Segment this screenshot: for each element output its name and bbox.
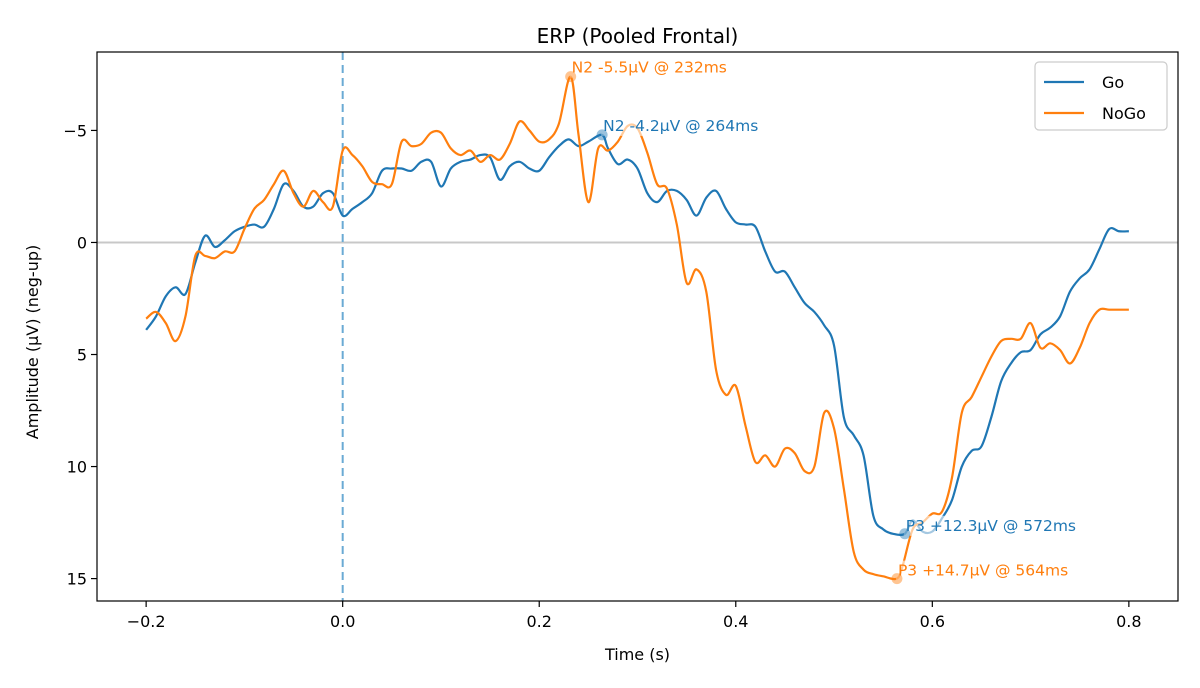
- peak-annotation-background: [895, 560, 1071, 581]
- peak-marker: [899, 528, 911, 540]
- x-tick-label: 0.4: [723, 612, 748, 631]
- y-tick-label: −5: [63, 121, 87, 140]
- y-axis-title: Amplitude (µV) (neg-up): [23, 245, 42, 439]
- peak-annotation-label: N2 -5.5µV @ 232ms: [572, 59, 727, 77]
- y-tick-label: 10: [67, 458, 87, 477]
- peak-marker: [891, 573, 903, 585]
- legend-label-nogo: NoGo: [1102, 104, 1146, 123]
- y-tick-label: 5: [77, 346, 87, 365]
- peak-annotation-label: P3 +12.3µV @ 572ms: [906, 517, 1076, 535]
- chart-title: ERP (Pooled Frontal): [537, 24, 739, 48]
- x-tick-label: −0.2: [127, 612, 166, 631]
- series-line-nogo: [145, 75, 1129, 581]
- peak-annotation-background: [903, 515, 1079, 536]
- y-tick-label: 0: [77, 233, 87, 252]
- peak-annotation-background: [569, 57, 729, 78]
- axes-frame: [96, 51, 1179, 602]
- peak-annotation-background: [601, 115, 761, 136]
- x-tick-label: 0.8: [1116, 612, 1141, 631]
- x-axis-title: Time (s): [604, 645, 670, 664]
- legend-label-go: Go: [1102, 73, 1124, 92]
- x-tick-label: 0.2: [527, 612, 552, 631]
- x-tick-label: 0.6: [920, 612, 945, 631]
- series-line-go: [145, 133, 1129, 537]
- peak-annotation-label: N2 -4.2µV @ 264ms: [603, 117, 758, 135]
- series-lines: [145, 75, 1129, 581]
- peak-marker: [596, 129, 608, 141]
- x-tick-label: 0.0: [330, 612, 355, 631]
- y-tick-label: 15: [67, 570, 87, 589]
- peak-marker: [565, 71, 577, 83]
- plot-area: N2 -4.2µV @ 264ms P3 +12.3µV @ 572ms N2 -5…: [63, 51, 1179, 631]
- legend-box: [1034, 61, 1168, 131]
- peak-annotation-label: P3 +14.7µV @ 564ms: [898, 562, 1068, 580]
- legend: Go NoGo: [1034, 61, 1168, 131]
